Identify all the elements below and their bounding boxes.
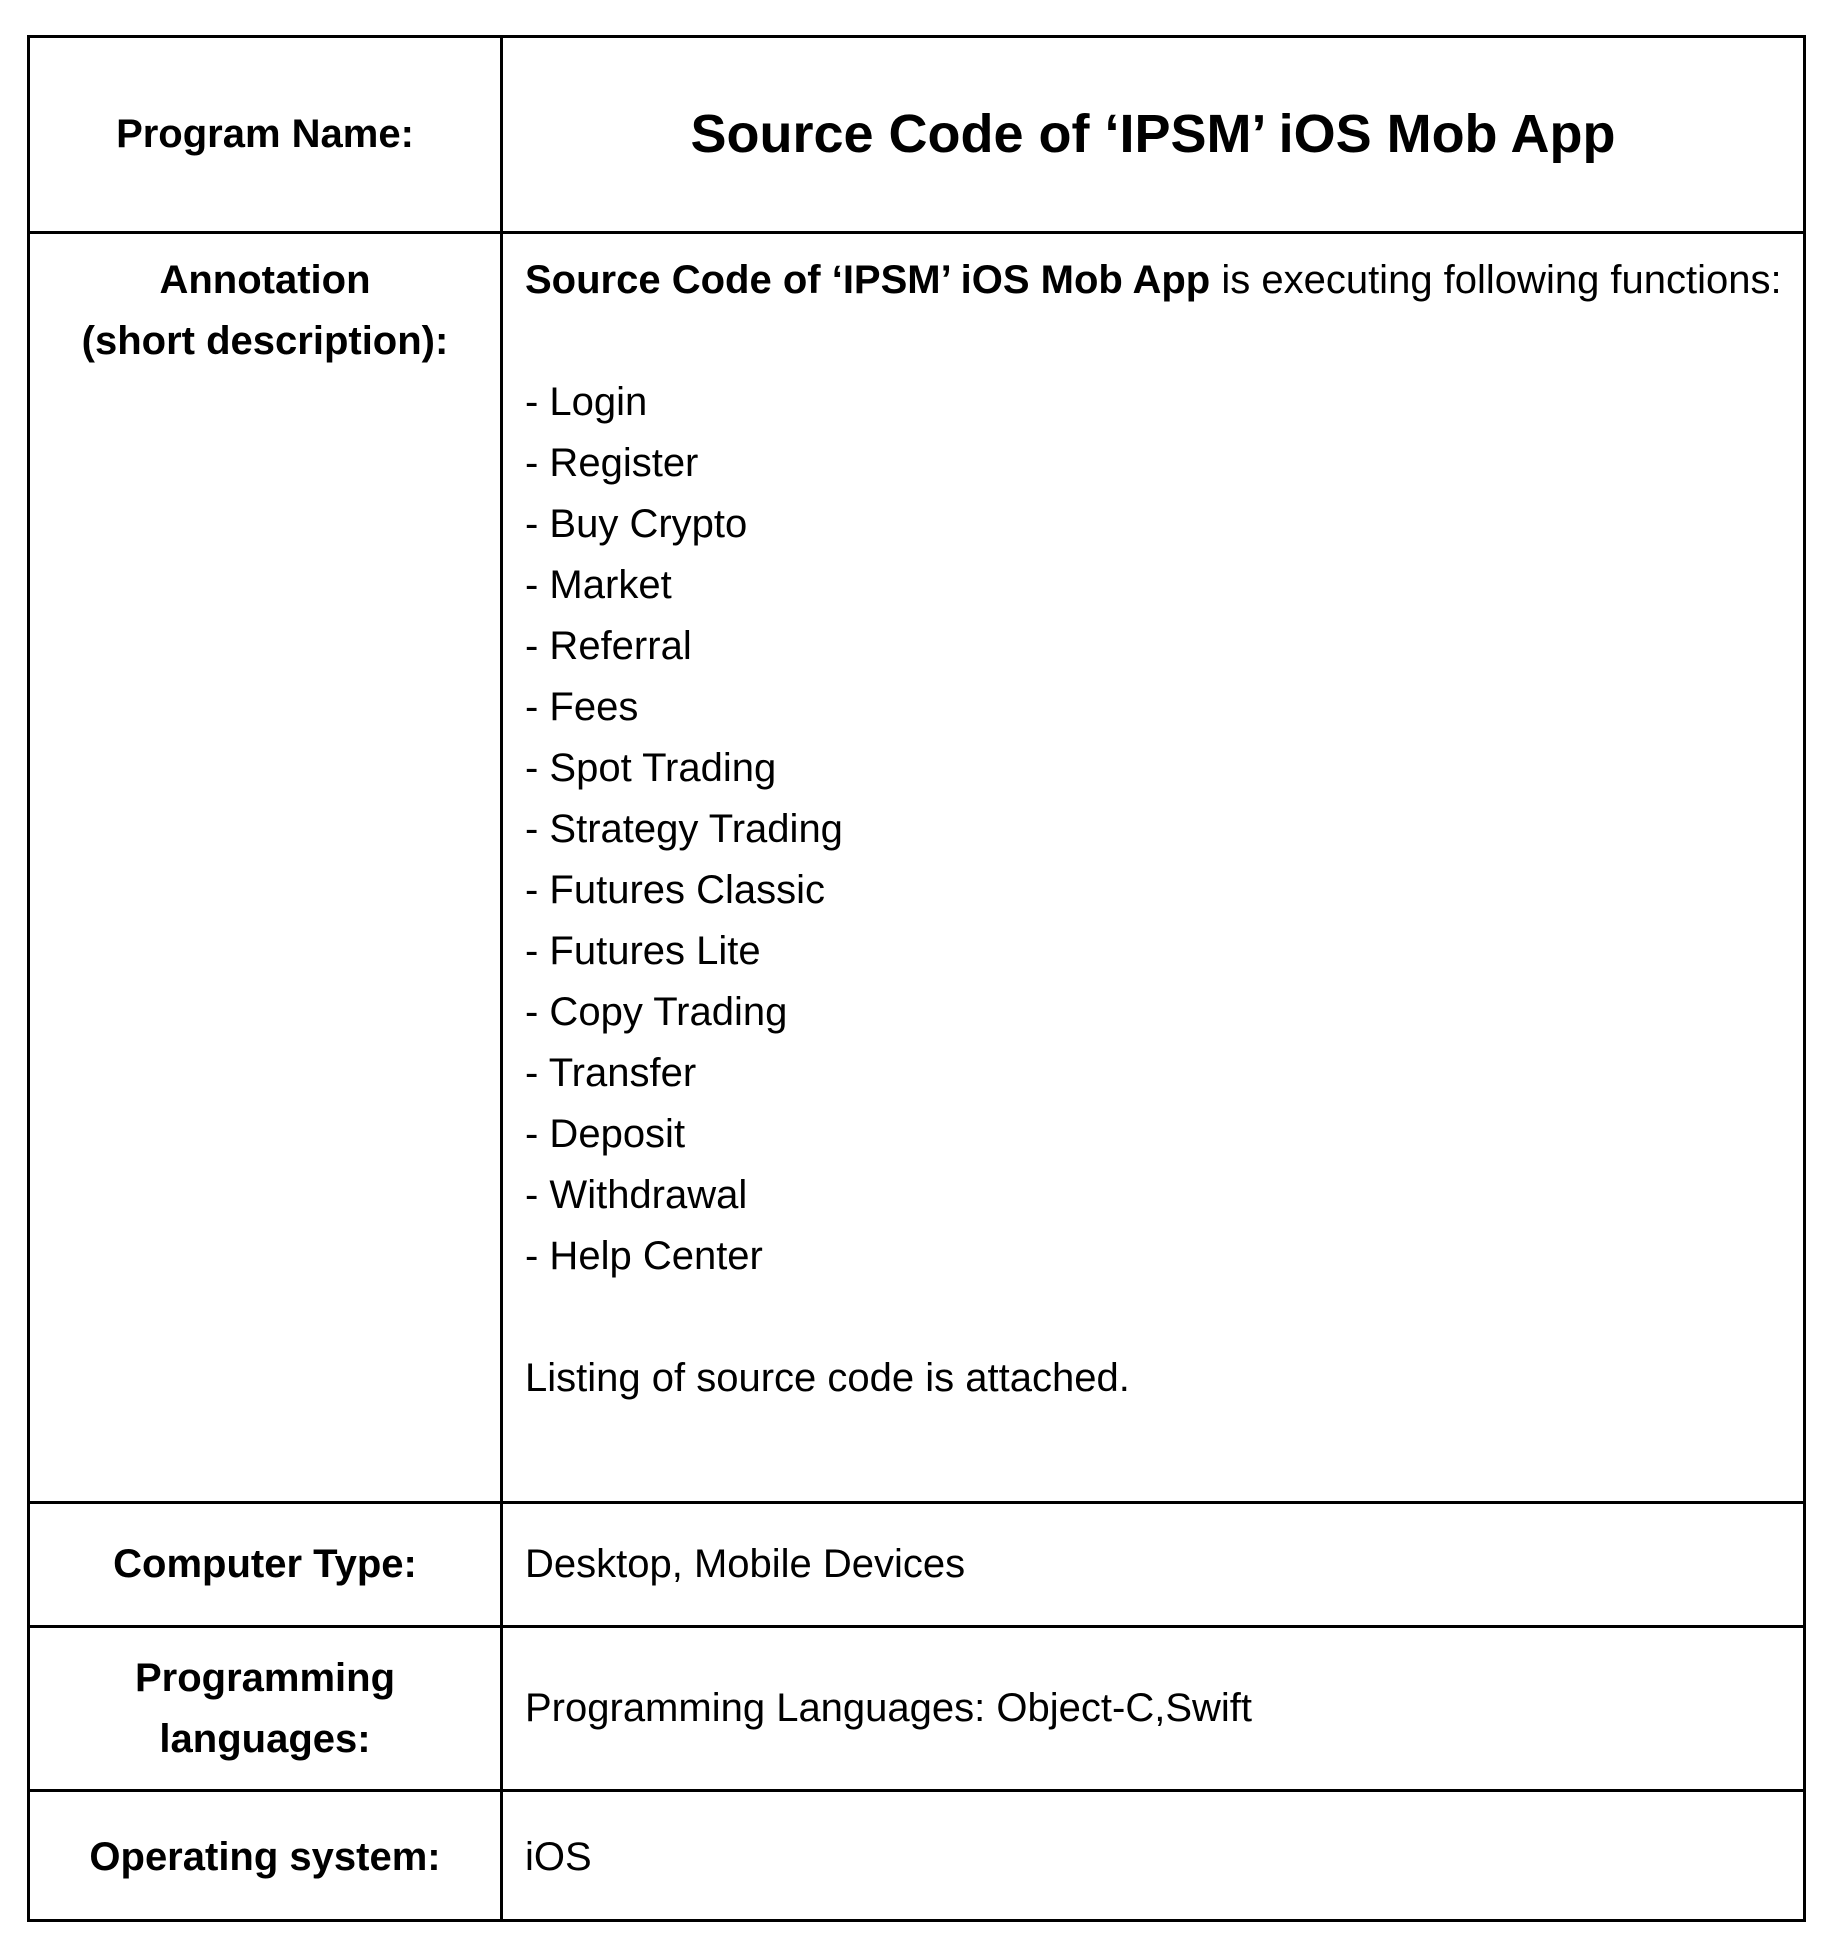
computer-type-value: Desktop, Mobile Devices xyxy=(525,1542,966,1586)
annotation-label: Annotation (short description): xyxy=(30,234,503,1501)
annotation-intro-rest: is executing following functions: xyxy=(1210,258,1782,302)
function-item: - Market xyxy=(525,563,672,607)
function-item: - Deposit xyxy=(525,1112,686,1156)
row-program-name: Program Name: Source Code of ‘IPSM’ iOS … xyxy=(30,38,1803,234)
programming-languages-label: Programming languages: xyxy=(30,1628,503,1789)
annotation-intro: Source Code of ‘IPSM’ iOS Mob App is exe… xyxy=(525,250,1783,311)
row-annotation: Annotation (short description): Source C… xyxy=(30,234,1803,1504)
function-item: - Futures Classic xyxy=(525,868,826,912)
annotation-footer: Listing of source code is attached. xyxy=(525,1356,1130,1400)
annotation-label-line1: Annotation xyxy=(159,258,371,302)
function-item: - Futures Lite xyxy=(525,929,761,973)
function-item: - Copy Trading xyxy=(525,990,788,1034)
function-item: - Help Center xyxy=(525,1234,763,1278)
row-computer-type: Computer Type: Desktop, Mobile Devices xyxy=(30,1504,1803,1628)
function-item: - Referral xyxy=(525,624,692,668)
programming-languages-label-line2: languages: xyxy=(159,1716,371,1761)
annotation-label-line2: (short description): xyxy=(81,319,449,363)
computer-type-label: Computer Type: xyxy=(30,1504,503,1625)
function-item: - Spot Trading xyxy=(525,746,777,790)
function-item: - Transfer xyxy=(525,1051,697,1095)
row-operating-system: Operating system: iOS xyxy=(30,1792,1803,1922)
function-item: - Strategy Trading xyxy=(525,807,843,851)
function-item: - Buy Crypto xyxy=(525,502,748,546)
program-name-value: Source Code of ‘IPSM’ iOS Mob App xyxy=(690,104,1616,164)
function-item: - Login xyxy=(525,380,648,424)
operating-system-value: iOS xyxy=(525,1834,592,1879)
function-item: - Withdrawal xyxy=(525,1173,748,1217)
functions-list: - Login - Register - Buy Crypto - Market - R… xyxy=(525,372,1783,1287)
row-programming-languages: Programming languages: Programming Langu… xyxy=(30,1628,1803,1792)
operating-system-label: Operating system: xyxy=(30,1792,503,1922)
function-item: - Register xyxy=(525,441,699,485)
program-info-table: Program Name: Source Code of ‘IPSM’ iOS … xyxy=(27,35,1806,1922)
annotation-value: Source Code of ‘IPSM’ iOS Mob App is exe… xyxy=(503,234,1803,1501)
programming-languages-value: Programming Languages: Object-C,Swift xyxy=(525,1686,1252,1730)
program-name-label: Program Name: xyxy=(30,38,503,231)
annotation-intro-bold: Source Code of ‘IPSM’ iOS Mob App xyxy=(525,258,1211,302)
programming-languages-label-line1: Programming xyxy=(134,1655,396,1700)
function-item: - Fees xyxy=(525,685,639,729)
